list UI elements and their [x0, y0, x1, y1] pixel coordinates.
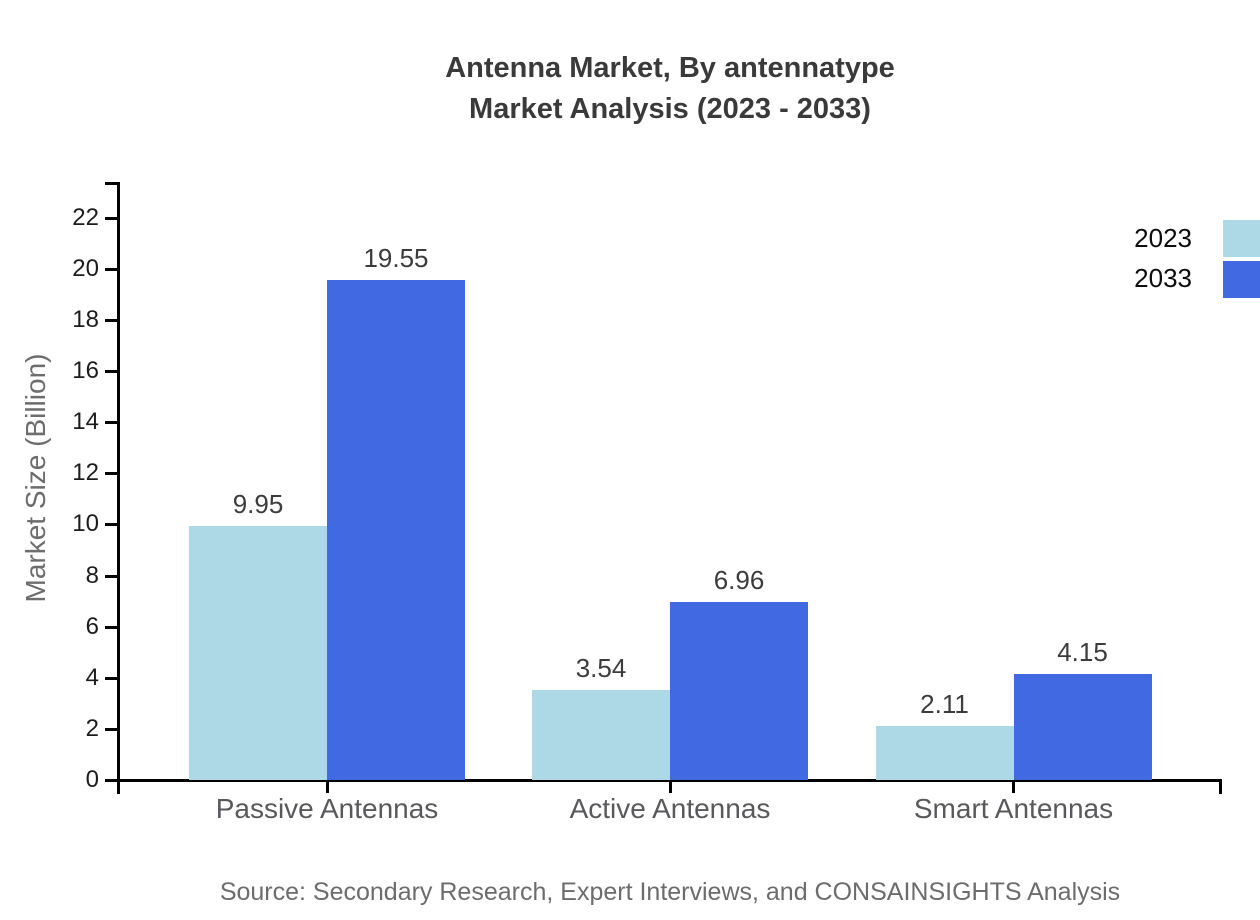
- legend-swatch-2023: [1223, 220, 1260, 257]
- y-tick-label: 16: [72, 357, 99, 385]
- y-tick-label: 2: [85, 714, 99, 742]
- y-axis-top-cap: [105, 182, 117, 185]
- legend-label-2023: 2023: [1134, 223, 1192, 253]
- y-tick: [105, 472, 117, 476]
- value-label-2033-passive-antennas: 19.55: [363, 243, 429, 274]
- value-label-2023-active-antennas: 3.54: [575, 652, 627, 683]
- y-tick-label: 14: [72, 408, 99, 436]
- category-label-active-antennas: Active Antennas: [569, 793, 771, 824]
- y-tick-label: 18: [72, 306, 99, 333]
- category-label-smart-antennas: Smart Antennas: [913, 793, 1114, 824]
- y-tick: [105, 676, 117, 680]
- y-tick-label: 22: [72, 203, 99, 231]
- bar-2033-smart-antennas: [1013, 673, 1152, 780]
- y-tick-label: 4: [85, 663, 99, 691]
- bar-2033-active-antennas: [670, 602, 808, 780]
- value-label-2023-passive-antennas: 9.95: [232, 488, 284, 519]
- y-tick-label: 12: [72, 459, 99, 487]
- y-tick: [105, 523, 117, 527]
- chart-title-line-1: Antenna Market, By antennatype: [445, 52, 895, 84]
- y-tick: [105, 727, 117, 731]
- value-label-2033-active-antennas: 6.96: [713, 565, 765, 596]
- legend-label-2033: 2033: [1134, 263, 1192, 293]
- y-tick-label: 10: [72, 510, 99, 538]
- category-label-passive-antennas: Passive Antennas: [215, 793, 439, 824]
- y-tick-label: 0: [85, 766, 99, 793]
- y-tick: [105, 319, 117, 322]
- y-tick: [105, 370, 117, 374]
- chart-title-line-2: Market Analysis (2023 - 2033): [469, 93, 871, 125]
- bar-2033-passive-antennas: [327, 280, 465, 780]
- y-tick: [105, 779, 117, 782]
- bar-2023-passive-antennas: [189, 525, 327, 780]
- x-tick: [325, 779, 329, 793]
- source-note: Source: Secondary Research, Expert Inter…: [219, 878, 1121, 906]
- x-axis-left-cap: [117, 779, 120, 794]
- x-tick: [668, 779, 672, 793]
- value-label-2033-smart-antennas: 4.15: [1057, 636, 1108, 667]
- chart-title: Antenna Market, By antennatype Market An…: [118, 48, 1222, 130]
- y-tick: [105, 216, 117, 220]
- x-axis-right-cap: [1219, 779, 1222, 794]
- y-tick: [105, 625, 117, 629]
- y-tick-label: 8: [85, 561, 99, 589]
- y-axis-line: [117, 182, 120, 782]
- value-label-2023-smart-antennas: 2.11: [920, 689, 969, 720]
- y-tick-label: 20: [72, 254, 99, 282]
- y-tick: [105, 574, 117, 578]
- y-tick-label: 6: [85, 612, 99, 640]
- bar-2023-active-antennas: [532, 689, 670, 780]
- bar-2023-smart-antennas: [875, 726, 1014, 780]
- x-tick: [1012, 779, 1015, 793]
- legend-swatch-2033: [1223, 261, 1260, 298]
- y-tick: [105, 267, 117, 271]
- y-tick: [105, 421, 117, 425]
